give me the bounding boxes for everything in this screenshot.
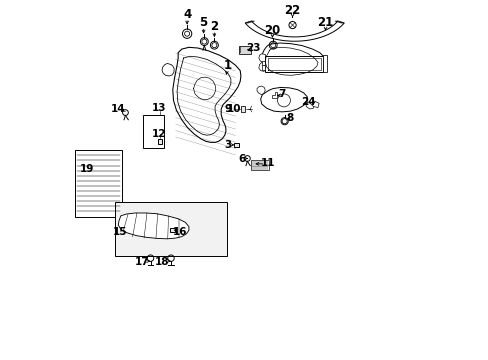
Polygon shape — [262, 61, 265, 65]
Text: 11: 11 — [261, 158, 275, 168]
Bar — [143, 116, 164, 148]
Text: 12: 12 — [152, 129, 166, 139]
Bar — [234, 143, 239, 147]
FancyBboxPatch shape — [239, 46, 250, 54]
Text: 24: 24 — [301, 97, 315, 107]
Text: 4: 4 — [183, 8, 191, 21]
Bar — [250, 160, 268, 170]
Polygon shape — [265, 56, 323, 72]
Polygon shape — [309, 101, 319, 108]
Bar — [75, 150, 122, 217]
FancyBboxPatch shape — [115, 202, 227, 256]
Bar — [241, 106, 244, 112]
Text: 21: 21 — [317, 16, 333, 29]
Text: 8: 8 — [286, 113, 293, 123]
Text: 9: 9 — [224, 104, 231, 114]
Text: 18: 18 — [155, 257, 169, 267]
Text: 17: 17 — [134, 257, 149, 267]
Text: 16: 16 — [172, 228, 187, 237]
Text: 7: 7 — [278, 89, 285, 99]
Polygon shape — [262, 65, 265, 69]
Bar — [169, 228, 174, 232]
Text: 5: 5 — [199, 16, 207, 29]
Bar — [158, 139, 162, 144]
Polygon shape — [262, 43, 323, 72]
Text: 6: 6 — [238, 154, 245, 164]
Polygon shape — [244, 21, 254, 23]
Text: 19: 19 — [80, 164, 94, 174]
Polygon shape — [258, 54, 266, 62]
Text: 23: 23 — [246, 43, 260, 53]
Text: 20: 20 — [263, 24, 279, 37]
Polygon shape — [305, 102, 313, 109]
Text: 22: 22 — [283, 4, 299, 17]
Text: 1: 1 — [223, 59, 231, 72]
Polygon shape — [272, 92, 277, 98]
Polygon shape — [172, 47, 241, 142]
Text: 3: 3 — [224, 140, 231, 150]
Polygon shape — [260, 87, 306, 112]
Text: 13: 13 — [152, 103, 166, 113]
Polygon shape — [238, 50, 240, 52]
Text: 14: 14 — [111, 104, 125, 114]
Polygon shape — [162, 63, 174, 76]
Polygon shape — [244, 21, 344, 41]
Polygon shape — [118, 213, 188, 239]
Text: 10: 10 — [227, 104, 241, 114]
Polygon shape — [258, 62, 266, 71]
Text: 2: 2 — [210, 20, 218, 33]
Polygon shape — [334, 21, 344, 23]
Polygon shape — [257, 86, 265, 95]
Polygon shape — [323, 55, 326, 72]
Text: 15: 15 — [112, 228, 127, 237]
Polygon shape — [238, 47, 240, 49]
